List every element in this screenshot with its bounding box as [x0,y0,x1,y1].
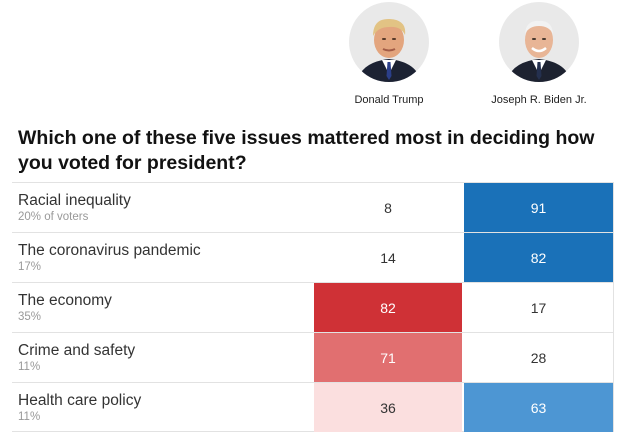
table-row: Racial inequality 20% of voters 8 91 [12,182,614,232]
table-row: Health care policy 11% 36 63 [12,382,614,432]
issue-label: Racial inequality [18,192,131,209]
question-title: Which one of these five issues mattered … [18,127,595,174]
issue-cell: Racial inequality 20% of voters [18,192,308,223]
trump-value-cell: 82 [314,283,462,332]
trump-value-cell: 8 [314,183,462,232]
issue-share: 20% of voters [18,211,89,223]
issue-share: 17% [18,261,42,273]
issue-share: 35% [18,311,42,323]
issue-label: Crime and safety [18,342,136,359]
issue-share: 11% [18,361,41,373]
candidate-biden: Joseph R. Biden Jr. [464,0,614,106]
biden-value-cell: 82 [464,233,614,282]
issue-cell: Health care policy 11% [18,392,308,423]
issue-cell: The coronavirus pandemic 17% [18,242,308,273]
issue-label: The economy [18,292,112,309]
table-row: The coronavirus pandemic 17% 14 82 [12,232,614,282]
biden-name: Joseph R. Biden Jr. [491,94,587,106]
biden-value-cell: 63 [464,383,614,432]
trump-name: Donald Trump [354,94,424,106]
issue-cell: Crime and safety 11% [18,342,308,373]
trump-value-cell: 71 [314,333,462,382]
trump-portrait-icon [349,2,429,82]
biden-value-cell: 28 [464,333,614,382]
issue-label: The coronavirus pandemic [18,242,201,259]
trump-value-cell: 14 [314,233,462,282]
candidate-trump: Donald Trump [314,0,464,106]
table-row: Crime and safety 11% 71 28 [12,332,614,382]
biden-value-cell: 91 [464,183,614,232]
issue-share: 11% [18,411,41,423]
table-row: The economy 35% 82 17 [12,282,614,332]
results-table: Racial inequality 20% of voters 8 91 The cor… [12,182,614,432]
issue-label: Health care policy [18,392,142,409]
biden-portrait-icon [499,2,579,82]
trump-value-cell: 36 [314,383,462,432]
biden-value-cell: 17 [464,283,614,332]
issue-cell: The economy 35% [18,292,308,323]
